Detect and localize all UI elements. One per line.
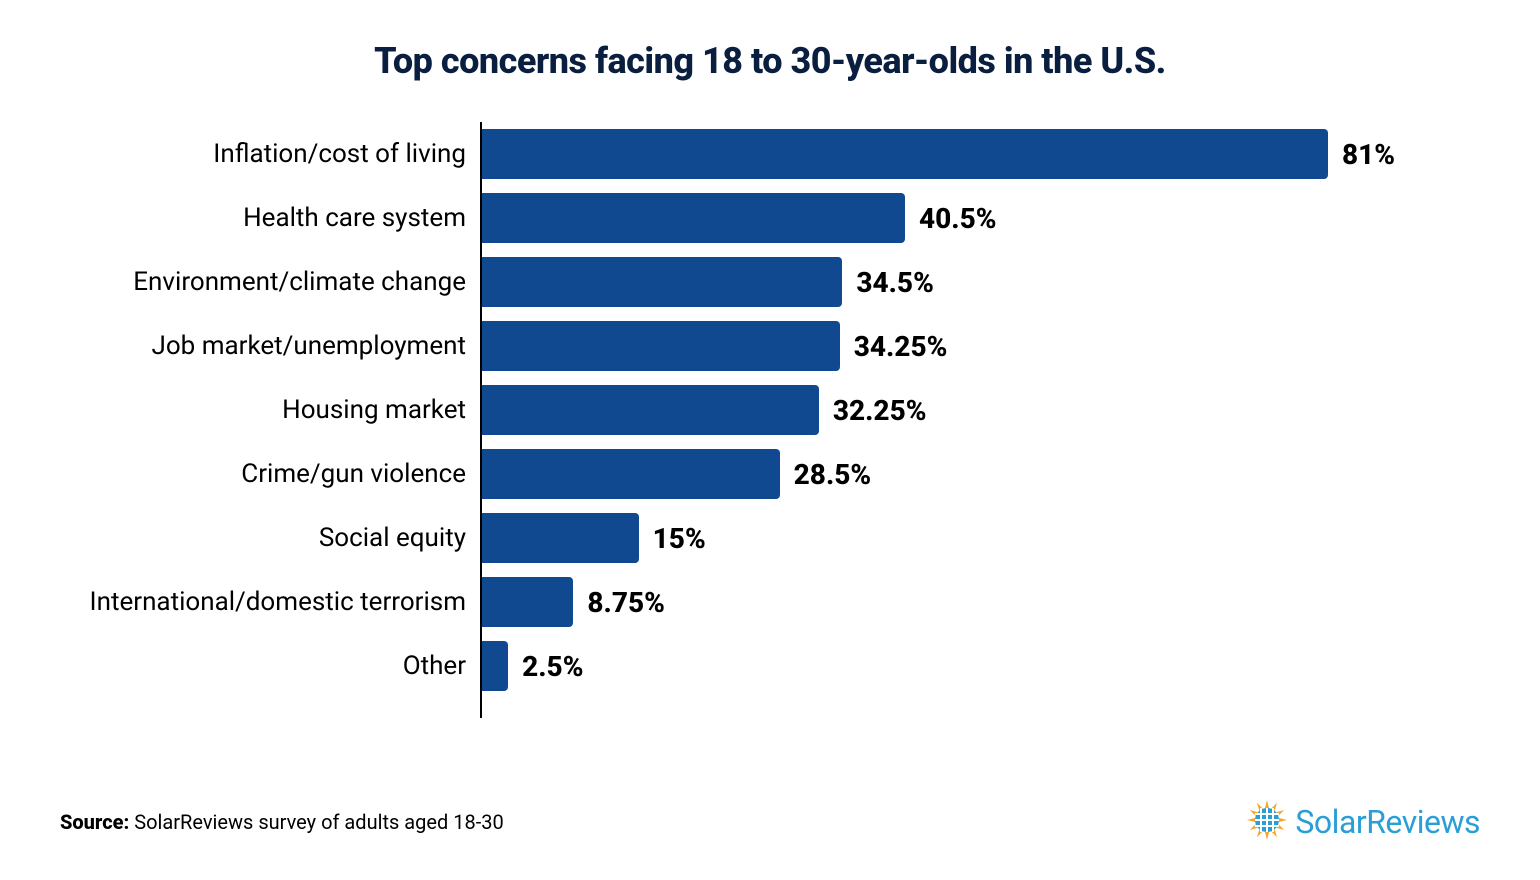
category-label: Health care system [60, 203, 480, 233]
bar-row: 2.5% [480, 634, 1420, 698]
category-label-row: Social equity [60, 506, 480, 570]
bar-wrap: 34.5% [480, 250, 1420, 314]
category-label-row: Crime/gun violence [60, 442, 480, 506]
bar [482, 385, 819, 435]
category-label-row: Inflation/cost of living [60, 122, 480, 186]
source-body: SolarReviews survey of adults aged 18-30 [134, 810, 503, 834]
bar [482, 577, 573, 627]
value-label: 34.25% [854, 330, 948, 363]
value-label: 15% [653, 522, 706, 555]
bars-column: 81% 40.5% 34.5% 34.25% 32.25% 28.5% 15% 8.75%2.… [480, 122, 1420, 762]
brand-logo: SolarReviews [1245, 798, 1480, 846]
bar-wrap: 15% [480, 506, 1420, 570]
bar-row: 34.25% [480, 314, 1420, 378]
category-label: International/domestic terrorism [60, 587, 480, 617]
category-label-row: Housing market [60, 378, 480, 442]
category-label-row: Environment/climate change [60, 250, 480, 314]
bar-row: 15% [480, 506, 1420, 570]
bar [482, 321, 840, 371]
bar [482, 257, 842, 307]
bar-wrap: 2.5% [480, 634, 1420, 698]
category-labels-column: Inflation/cost of living Health care syst… [60, 122, 480, 762]
category-label: Social equity [60, 523, 480, 553]
bar-row: 8.75% [480, 570, 1420, 634]
bar-row: 32.25% [480, 378, 1420, 442]
bar [482, 449, 780, 499]
value-label: 40.5% [919, 202, 997, 235]
category-label: Job market/unemployment [60, 331, 480, 361]
value-label: 32.25% [833, 394, 927, 427]
bar-wrap: 8.75% [480, 570, 1420, 634]
value-label: 8.75% [587, 586, 665, 619]
value-label: 2.5% [522, 650, 583, 683]
value-label: 81% [1342, 138, 1395, 171]
bar [482, 129, 1328, 179]
chart-title: Top concerns facing 18 to 30-year-olds i… [60, 40, 1480, 82]
footer: Source: SolarReviews survey of adults ag… [60, 798, 1480, 846]
category-label: Other [60, 651, 480, 681]
chart-area: Inflation/cost of living Health care syst… [60, 122, 1480, 762]
category-label-row: Job market/unemployment [60, 314, 480, 378]
bar-wrap: 28.5% [480, 442, 1420, 506]
bar-row: 28.5% [480, 442, 1420, 506]
sun-icon [1245, 798, 1289, 846]
bar [482, 641, 508, 691]
bar-wrap: 40.5% [480, 186, 1420, 250]
category-label-row: International/domestic terrorism [60, 570, 480, 634]
bar-row: 34.5% [480, 250, 1420, 314]
category-label: Housing market [60, 395, 480, 425]
bar-row: 81% [480, 122, 1420, 186]
bar-wrap: 34.25% [480, 314, 1420, 378]
category-label: Crime/gun violence [60, 459, 480, 489]
source-text: Source: SolarReviews survey of adults ag… [60, 810, 504, 834]
bar-wrap: 81% [480, 122, 1420, 186]
value-label: 28.5% [794, 458, 872, 491]
brand-logo-text: SolarReviews [1295, 803, 1480, 841]
category-label-row: Health care system [60, 186, 480, 250]
bar-wrap: 32.25% [480, 378, 1420, 442]
value-label: 34.5% [856, 266, 934, 299]
category-label-row: Other [60, 634, 480, 698]
category-label: Inflation/cost of living [60, 139, 480, 169]
bar [482, 193, 905, 243]
bar-row: 40.5% [480, 186, 1420, 250]
bar [482, 513, 639, 563]
source-label: Source: [60, 810, 129, 834]
category-label: Environment/climate change [60, 267, 480, 297]
chart-wrapper: Top concerns facing 18 to 30-year-olds i… [0, 0, 1540, 880]
